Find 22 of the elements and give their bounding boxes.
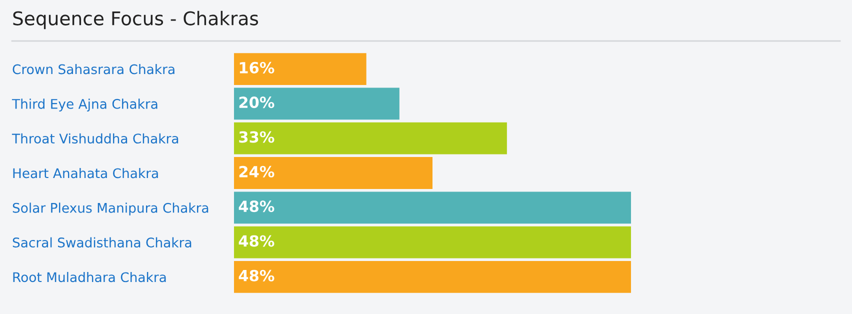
y-tick-label: Sacral Swadisthana Chakra [12, 237, 192, 248]
y-tick-label: Root Muladhara Chakra [13, 272, 166, 282]
bar [234, 192, 631, 224]
y-tick-label: Crown Sahasrara Chakra [12, 64, 174, 74]
y-tick-label: Third Eye Ajna Chakra [12, 98, 158, 112]
data-label: 48% [238, 270, 274, 282]
bar [234, 261, 631, 293]
y-tick-label: Heart Anahata Chakra [13, 168, 158, 178]
bar [234, 122, 507, 154]
bar [234, 88, 400, 120]
bar [234, 226, 631, 258]
data-label: 20% [239, 96, 274, 108]
y-tick-label: Throat Vishuddha Chakra [12, 133, 178, 144]
data-label: 24% [239, 166, 274, 178]
bar [234, 157, 432, 189]
data-label: 48% [238, 235, 274, 247]
data-label: 33% [239, 131, 274, 143]
data-label: 16% [240, 62, 274, 74]
y-tick-label: Solar Plexus Manipura Chakra [12, 202, 208, 216]
bar [234, 53, 366, 85]
data-label: 48% [238, 200, 274, 212]
chart-title: Sequence Focus - Chakras [13, 10, 258, 30]
